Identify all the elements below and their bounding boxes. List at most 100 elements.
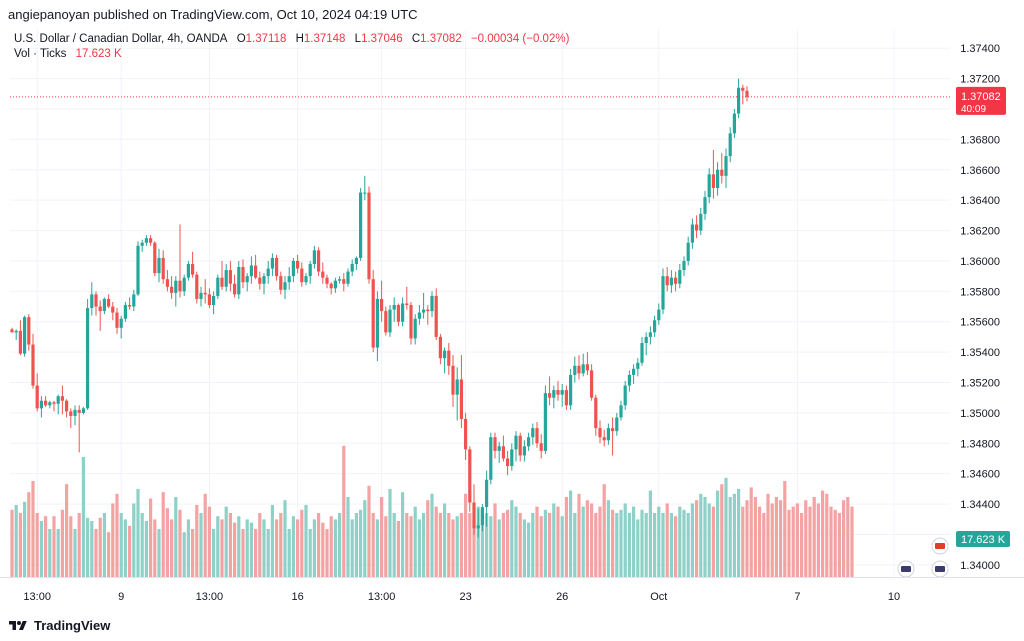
candle[interactable] [598, 420, 602, 444]
candle[interactable] [417, 305, 421, 325]
candle[interactable] [602, 429, 606, 447]
candle[interactable] [170, 276, 174, 299]
candle[interactable] [451, 355, 455, 407]
candle[interactable] [745, 86, 749, 102]
candle[interactable] [48, 400, 52, 409]
candle[interactable] [501, 435, 505, 462]
candle[interactable] [506, 450, 510, 476]
candle[interactable] [199, 286, 203, 307]
x-axis[interactable]: 13:00 9 13:00 16 13:00 23 26 Oct 7 10 [0, 577, 1024, 604]
candle[interactable] [287, 267, 291, 290]
candle[interactable] [564, 385, 568, 410]
candle[interactable] [430, 291, 434, 318]
candle[interactable] [695, 215, 699, 239]
candle[interactable] [543, 385, 547, 454]
candle[interactable] [678, 263, 682, 289]
candle[interactable] [10, 327, 14, 333]
candle[interactable] [270, 253, 274, 277]
candle[interactable] [86, 298, 90, 410]
candle[interactable] [711, 150, 715, 199]
candle[interactable] [18, 320, 22, 356]
candle[interactable] [409, 301, 413, 345]
candle[interactable] [611, 417, 615, 456]
candle[interactable] [73, 405, 77, 426]
candle[interactable] [132, 289, 136, 312]
candle[interactable] [665, 267, 669, 292]
candle[interactable] [535, 422, 539, 448]
candle[interactable] [615, 412, 619, 436]
candle[interactable] [342, 273, 346, 292]
candle[interactable] [380, 280, 384, 322]
candle[interactable] [447, 343, 451, 375]
candle[interactable] [371, 270, 375, 353]
candle[interactable] [737, 78, 741, 119]
candle[interactable] [94, 291, 98, 316]
candle[interactable] [245, 273, 249, 292]
candle[interactable] [77, 405, 81, 453]
candle[interactable] [686, 236, 690, 266]
candle[interactable] [321, 262, 325, 284]
candle[interactable] [375, 291, 379, 362]
candle[interactable] [585, 352, 589, 375]
candle-series[interactable] [10, 78, 749, 538]
candle[interactable] [560, 384, 564, 407]
candle[interactable] [149, 235, 153, 246]
candle[interactable] [182, 274, 186, 296]
candle[interactable] [291, 257, 295, 283]
candle[interactable] [438, 333, 442, 365]
candle[interactable] [405, 286, 409, 310]
candle[interactable] [476, 508, 480, 538]
candle[interactable] [485, 470, 489, 527]
candle[interactable] [552, 385, 556, 409]
candle[interactable] [144, 235, 148, 246]
candle[interactable] [153, 241, 157, 277]
candle[interactable] [195, 271, 199, 304]
candle[interactable] [81, 406, 85, 415]
candle[interactable] [531, 423, 535, 445]
candle[interactable] [527, 432, 531, 451]
candle[interactable] [123, 301, 127, 322]
usa-flag-icon[interactable] [897, 560, 915, 578]
candle[interactable] [497, 441, 501, 464]
candle[interactable] [644, 332, 648, 356]
canada-flag-icon[interactable] [931, 537, 949, 555]
candle[interactable] [56, 394, 60, 415]
candle[interactable] [464, 412, 468, 461]
candle[interactable] [699, 207, 703, 236]
candle[interactable] [577, 355, 581, 380]
candle[interactable] [724, 148, 728, 189]
candle[interactable] [165, 270, 169, 292]
candle[interactable] [308, 260, 312, 284]
candle[interactable] [606, 423, 610, 445]
candle[interactable] [300, 262, 304, 287]
candle[interactable] [312, 245, 316, 269]
candle[interactable] [443, 347, 447, 374]
candle[interactable] [350, 259, 354, 277]
candle[interactable] [459, 355, 463, 429]
candle[interactable] [657, 303, 661, 325]
legend-volume-label[interactable]: Vol · Ticks [14, 48, 67, 60]
candle[interactable] [98, 300, 102, 331]
candle[interactable] [111, 301, 115, 321]
chart-area[interactable]: 1.340001.342001.344001.346001.348001.350… [0, 30, 1024, 610]
candle[interactable] [14, 329, 18, 340]
candle[interactable] [317, 247, 321, 277]
candle[interactable] [359, 188, 363, 261]
candle[interactable] [581, 353, 585, 377]
candle[interactable] [434, 288, 438, 340]
candle[interactable] [233, 274, 237, 298]
y-axis[interactable]: 1.340001.342001.344001.346001.348001.350… [960, 43, 1000, 572]
candle[interactable] [396, 303, 400, 327]
candle[interactable] [392, 297, 396, 322]
candle[interactable] [556, 380, 560, 401]
candle[interactable] [207, 288, 211, 309]
candle[interactable] [569, 368, 573, 410]
candle[interactable] [69, 408, 73, 429]
candle[interactable] [304, 273, 308, 286]
candle[interactable] [716, 162, 720, 196]
candle[interactable] [669, 270, 673, 293]
candle[interactable] [216, 274, 220, 299]
candle[interactable] [220, 260, 224, 290]
candle[interactable] [266, 260, 270, 284]
candle[interactable] [186, 260, 190, 281]
